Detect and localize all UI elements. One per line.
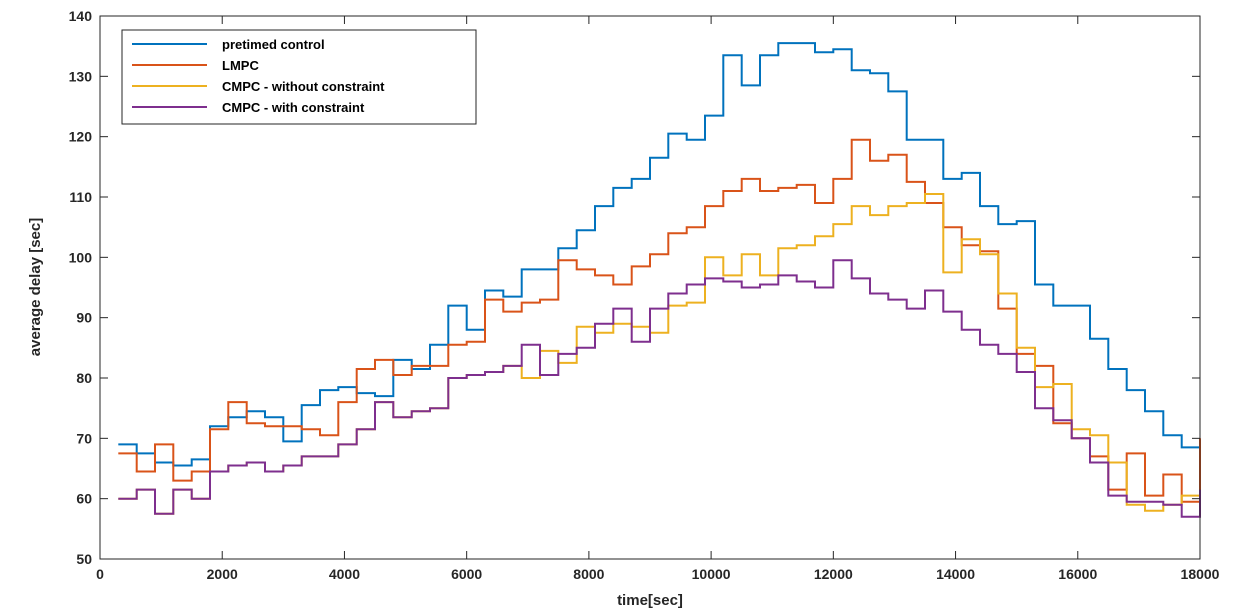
x-tick-label: 0 (96, 566, 104, 582)
y-tick-label: 70 (76, 430, 92, 446)
x-tick-label: 4000 (329, 566, 360, 582)
y-tick-label: 100 (69, 249, 93, 265)
series-line-4 (118, 259, 1201, 518)
x-tick-label: 14000 (936, 566, 975, 582)
plot-frame (99, 15, 1201, 560)
x-tick-label: 6000 (451, 566, 482, 582)
x-tick-label: 8000 (573, 566, 604, 582)
series-line-2 (118, 138, 1201, 503)
x-tick-label: 2000 (207, 566, 238, 582)
y-tick-label: 90 (76, 310, 92, 326)
legend-label: pretimed control (222, 37, 325, 52)
x-tick-label: 16000 (1058, 566, 1097, 582)
legend-box (121, 29, 477, 125)
y-tick-label: 140 (69, 8, 93, 24)
legend-label: CMPC - without constraint (222, 79, 385, 94)
series-layer (118, 42, 1201, 518)
tick-layer: 0 2000 4000 6000 8000 10000 12000 14000 16000 180… (69, 8, 1220, 582)
legend-label: LMPC (222, 58, 259, 73)
x-tick-label: 12000 (814, 566, 853, 582)
y-tick-label: 80 (76, 370, 92, 386)
series-line-1 (118, 42, 1200, 467)
legend: pretimed control LMPC CMPC - without const… (121, 29, 477, 125)
y-axis-label: average delay [sec] (27, 218, 44, 356)
x-axis-label: time[sec] (617, 592, 683, 609)
y-tick-label: 130 (69, 68, 93, 84)
x-tick-label: 18000 (1181, 566, 1220, 582)
y-tick-label: 50 (76, 551, 92, 567)
x-tick-label: 10000 (692, 566, 731, 582)
y-tick-label: 110 (69, 189, 92, 205)
legend-label: CMPC - with constraint (222, 100, 365, 115)
y-tick-label: 120 (69, 129, 93, 145)
y-tick-label: 60 (76, 491, 92, 507)
